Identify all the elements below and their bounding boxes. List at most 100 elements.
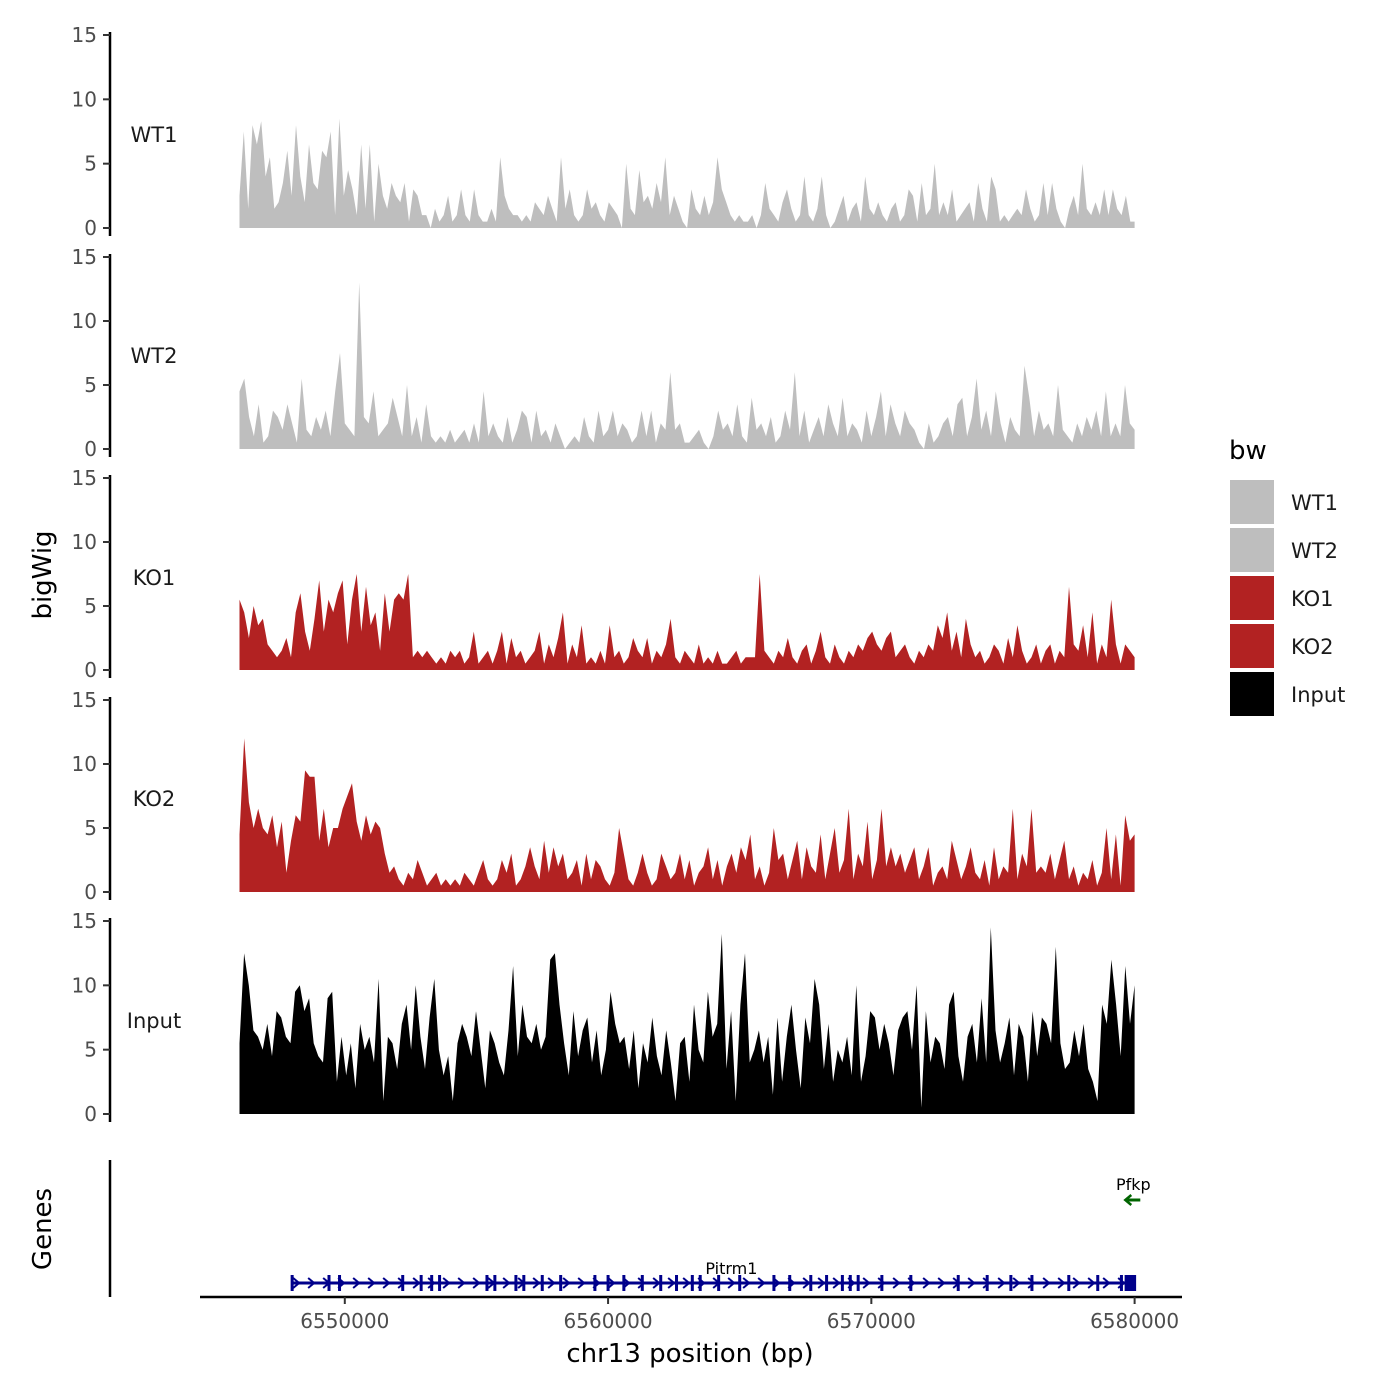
genes-axis-title: Genes	[28, 1188, 58, 1270]
exon	[1009, 1275, 1013, 1291]
strand-arrow	[727, 1277, 736, 1289]
legend-item-ko1: KO1	[1230, 576, 1334, 620]
exon	[880, 1275, 884, 1291]
y-tick-label: 0	[84, 658, 97, 682]
exon	[956, 1275, 960, 1291]
track-wt2: WT2	[131, 282, 1135, 449]
exon	[717, 1275, 721, 1291]
exon	[738, 1275, 742, 1291]
strand-arrow	[472, 1277, 481, 1289]
y-tick-label: 15	[72, 245, 97, 269]
exon	[856, 1275, 860, 1291]
strand-arrow	[1087, 1277, 1096, 1289]
exon	[698, 1275, 702, 1291]
strand-arrow	[742, 1277, 751, 1289]
strand-arrow	[577, 1277, 586, 1289]
y-tick-label: 0	[84, 437, 97, 461]
legend-swatch	[1230, 576, 1274, 620]
strand-arrow	[982, 1277, 991, 1289]
exon	[290, 1275, 294, 1291]
strand-arrow	[532, 1277, 541, 1289]
exon	[327, 1275, 331, 1291]
legend-label: WT2	[1291, 539, 1338, 563]
exon	[772, 1275, 776, 1291]
gene-label: Pfkp	[1116, 1175, 1151, 1194]
coverage-area-wt2	[239, 282, 1135, 449]
coverage-area-ko2	[239, 738, 1135, 892]
exon	[438, 1275, 442, 1291]
strand-arrow	[412, 1277, 421, 1289]
exon	[788, 1275, 792, 1291]
y-tick-label: 5	[84, 1038, 97, 1062]
strand-arrow	[352, 1277, 361, 1289]
y-tick-label: 10	[72, 309, 97, 333]
exon	[848, 1275, 852, 1291]
strand-arrow	[967, 1277, 976, 1289]
strand-arrow	[562, 1277, 571, 1289]
strand-arrow	[547, 1277, 556, 1289]
coverage-area-wt1	[239, 118, 1135, 228]
y-tick-label: 5	[84, 152, 97, 176]
exon	[840, 1275, 844, 1291]
strand-arrow	[1123, 1194, 1133, 1206]
legend-item-ko2: KO2	[1230, 624, 1334, 668]
coverage-area-ko1	[239, 574, 1135, 670]
exon	[559, 1275, 563, 1291]
legend-item-input: Input	[1230, 672, 1345, 716]
exon	[593, 1275, 597, 1291]
y-tick-label: 15	[72, 688, 97, 712]
y-axis-wt1: 0 5 10 15	[72, 23, 112, 240]
strand-arrow	[667, 1277, 676, 1289]
strand-arrow	[877, 1277, 886, 1289]
strand-arrow	[607, 1277, 616, 1289]
y-tick-label: 10	[72, 752, 97, 776]
exon	[493, 1275, 497, 1291]
exon	[825, 1275, 829, 1291]
y-axis-wt2: 0 5 10 15	[72, 245, 112, 461]
strand-arrow	[457, 1277, 466, 1289]
strand-arrow	[367, 1277, 376, 1289]
track-label-ko1: KO1	[133, 566, 176, 590]
gene-pitrm1: Pitrm1	[290, 1259, 1137, 1291]
exon	[430, 1275, 434, 1291]
track-label-wt2: WT2	[131, 344, 178, 368]
exon	[640, 1275, 644, 1291]
strand-arrow	[682, 1277, 691, 1289]
strand-arrow	[382, 1277, 391, 1289]
legend-swatch	[1230, 624, 1274, 668]
y-tick-label: 5	[84, 373, 97, 397]
exon	[522, 1275, 526, 1291]
legend-swatch	[1230, 528, 1274, 572]
y-tick-label: 0	[84, 880, 97, 904]
exon	[485, 1275, 489, 1291]
y-tick-label: 5	[84, 594, 97, 618]
exon	[419, 1275, 423, 1291]
y-axis-ko2: 0 5 10 15	[72, 688, 112, 904]
y-tick-label: 0	[84, 1102, 97, 1126]
strand-arrow	[817, 1277, 826, 1289]
exon	[401, 1275, 405, 1291]
exon	[659, 1275, 663, 1291]
track-label-input: Input	[127, 1009, 181, 1033]
y-tick-label: 0	[84, 216, 97, 240]
strand-arrow	[922, 1277, 931, 1289]
strand-arrow	[427, 1277, 436, 1289]
exon	[514, 1275, 518, 1291]
x-axis-title: chr13 position (bp)	[566, 1339, 813, 1369]
legend-label: KO1	[1291, 587, 1334, 611]
strand-arrow	[832, 1277, 841, 1289]
strand-arrow	[1057, 1277, 1066, 1289]
y-tick-label: 15	[72, 466, 97, 490]
exon	[338, 1275, 342, 1291]
strand-arrow	[502, 1277, 511, 1289]
track-wt1: WT1	[131, 118, 1135, 228]
strand-arrow	[937, 1277, 946, 1289]
exon	[1119, 1275, 1123, 1291]
y-tick-label: 10	[72, 87, 97, 111]
y-axes-layer: 0 5 10 15 0 5 10 15 0 5 10 15 0 5 10 15 0 5 10 15	[72, 23, 112, 1126]
strand-arrow	[652, 1277, 661, 1289]
y-tick-label: 10	[72, 973, 97, 997]
strand-arrow	[1012, 1277, 1021, 1289]
exon	[909, 1275, 913, 1291]
